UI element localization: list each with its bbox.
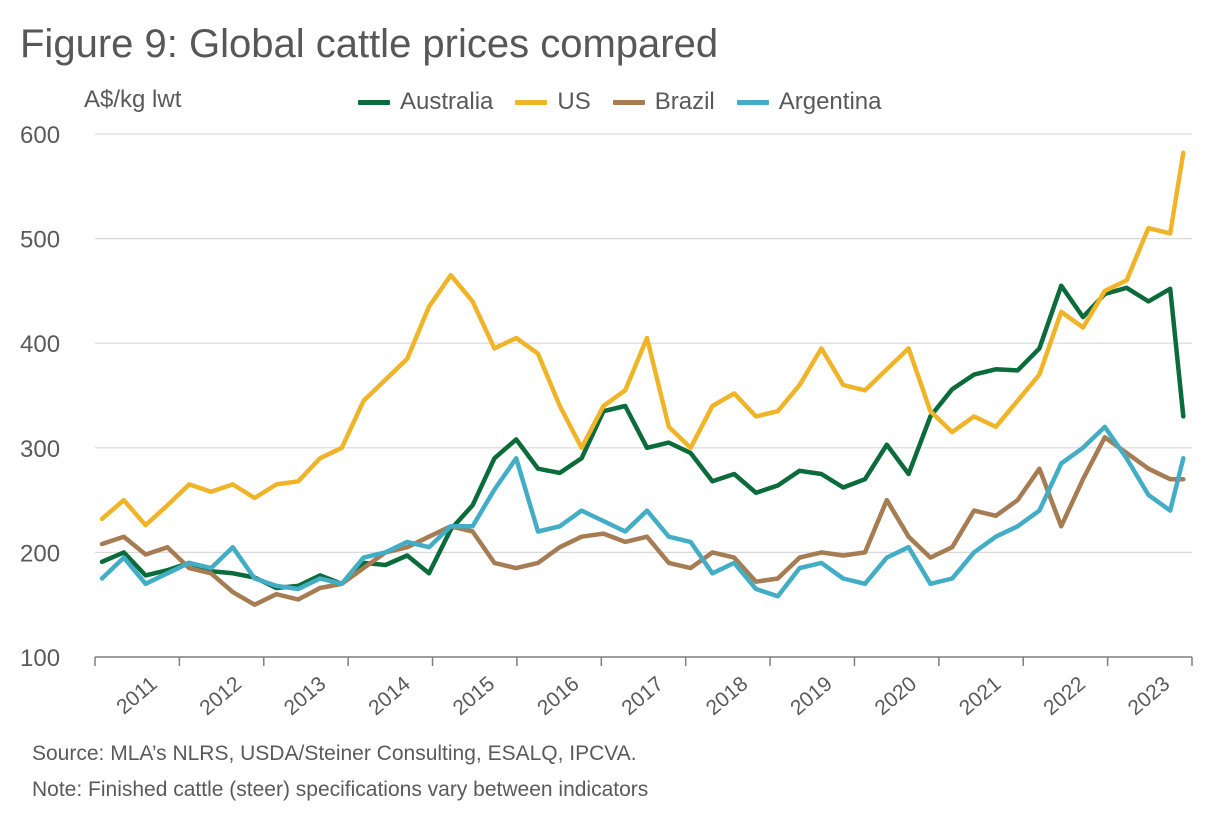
x-tick-label-2021: 2021	[955, 672, 1006, 720]
x-tick-label-2017: 2017	[617, 672, 668, 720]
x-tick-label-2014: 2014	[364, 672, 415, 720]
x-tick-label-2023: 2023	[1124, 672, 1175, 720]
legend-label-us: US	[557, 88, 591, 115]
legend-item-australia: Australia	[358, 88, 493, 116]
x-tick-label-2022: 2022	[1039, 672, 1090, 720]
y-tick-label-100: 100	[20, 645, 60, 672]
y-tick-label-300: 300	[20, 436, 60, 463]
x-tick-label-2015: 2015	[449, 672, 500, 720]
series-line-brazil	[99, 435, 1186, 607]
specification-note: Note: Finished cattle (steer) specificat…	[32, 778, 649, 801]
x-tick-label-2020: 2020	[871, 672, 922, 720]
x-tick-label-2018: 2018	[702, 672, 753, 720]
y-tick-label-500: 500	[20, 227, 60, 254]
legend-item-argentina: Argentina	[736, 88, 882, 116]
legend-label-brazil: Brazil	[654, 88, 715, 115]
legend-swatch-us	[515, 99, 548, 105]
series-line-argentina	[99, 424, 1186, 599]
x-tick-label-2011: 2011	[112, 672, 161, 719]
x-tick-label-2016: 2016	[533, 672, 584, 720]
legend-swatch-brazil	[612, 99, 645, 105]
legend: Australia US Brazil Argentina	[358, 88, 903, 116]
series-line-australia	[99, 283, 1186, 591]
source-note: Source: MLA’s NLRS, USDA/Steiner Consult…	[32, 742, 637, 765]
legend-label-argentina: Argentina	[778, 88, 882, 115]
x-axis: 2011 2012 2013 2014 2015 2016 2017 2018 2019 2020…	[94, 656, 1193, 720]
y-tick-label-400: 400	[20, 331, 60, 358]
legend-label-australia: Australia	[400, 88, 494, 115]
y-axis-unit-label: A$/kg lwt	[84, 86, 182, 113]
legend-item-brazil: Brazil	[612, 88, 715, 116]
legend-item-us: US	[515, 88, 591, 116]
legend-swatch-argentina	[736, 99, 769, 105]
x-tick-label-2019: 2019	[786, 672, 837, 720]
legend-swatch-australia	[358, 99, 390, 105]
x-tick-label-2012: 2012	[195, 672, 246, 720]
series-lines	[99, 150, 1186, 607]
y-tick-label-600: 600	[20, 122, 60, 149]
y-tick-label-200: 200	[20, 540, 60, 567]
series-line-us	[99, 150, 1186, 528]
figure-title: Figure 9: Global cattle prices compared	[20, 22, 719, 66]
y-axis-ticks: 100 200 300 400 500 600	[20, 122, 60, 672]
x-tick-label-2013: 2013	[280, 672, 331, 720]
